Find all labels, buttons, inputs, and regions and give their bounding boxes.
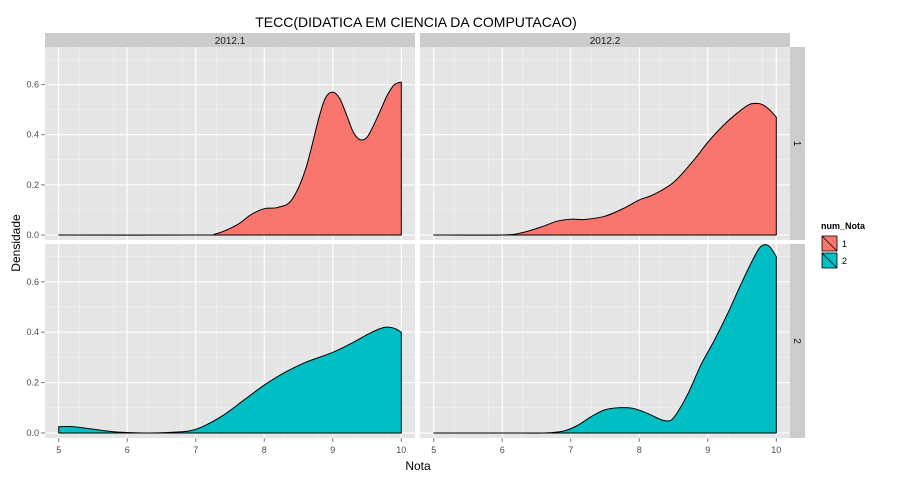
x-axis-title: Nota (405, 459, 431, 473)
legend: num_Nota 1 2 (820, 221, 866, 270)
x-tick-label: 8 (262, 445, 267, 455)
y-tick-label: 0.0 (26, 428, 39, 438)
y-tick-label: 0.2 (26, 180, 39, 190)
strip-label: 2 (791, 338, 802, 344)
density-area-2012.1-1 (58, 81, 402, 236)
y-tick-label: 0.4 (26, 327, 39, 337)
x-axis: 5 6 7 8 9 10 5 6 7 8 9 10 (56, 438, 781, 455)
x-tick-label: 6 (125, 445, 130, 455)
y-tick-label: 0.0 (26, 230, 39, 240)
strip-background (790, 47, 805, 240)
strip-row: 2 (790, 244, 805, 438)
strip-background (790, 244, 805, 438)
x-tick-label: 9 (705, 445, 710, 455)
y-axis: 0.0 0.2 0.4 0.6 0.0 0.2 0.4 0.6 (26, 80, 45, 438)
density-area-2012.2-2 (433, 244, 777, 434)
strip-row: 1 (790, 47, 805, 240)
y-tick-label: 0.2 (26, 378, 39, 388)
strip-label: 2012.1 (215, 36, 246, 47)
strip-column: 2012.1 (45, 33, 415, 47)
x-tick-label: 7 (193, 445, 198, 455)
x-tick-label: 5 (56, 445, 61, 455)
legend-key-slash (821, 235, 838, 252)
legend-entry: 1 (820, 234, 847, 253)
y-tick-label: 0.4 (26, 130, 39, 140)
density-area-2012.1-2 (58, 326, 402, 434)
facet-panels (44, 47, 790, 438)
y-axis-title: Densidade (9, 214, 23, 272)
legend-key-slash (821, 252, 838, 269)
strip-background (45, 33, 415, 47)
x-tick-label: 8 (637, 445, 642, 455)
legend-title: num_Nota (821, 221, 866, 231)
legend-label: 1 (842, 239, 847, 249)
facet-strips: 2012.1 2012.2 1 2 (45, 33, 805, 438)
density-area-2012.2-1 (433, 102, 777, 236)
x-tick-label: 6 (500, 445, 505, 455)
x-tick-label: 5 (431, 445, 436, 455)
y-tick-label: 0.6 (26, 277, 39, 287)
x-tick-label: 10 (396, 445, 406, 455)
chart-title: TECC(DIDATICA EM CIENCIA DA COMPUTACAO) (255, 14, 577, 30)
x-tick-label: 7 (568, 445, 573, 455)
strip-column: 2012.2 (420, 33, 790, 47)
strip-label: 2012.2 (590, 36, 621, 47)
x-tick-label: 10 (771, 445, 781, 455)
legend-entry: 2 (820, 251, 847, 270)
legend-label: 2 (842, 256, 847, 266)
strip-background (420, 33, 790, 47)
y-tick-label: 0.6 (26, 80, 39, 90)
x-tick-label: 9 (330, 445, 335, 455)
strip-label: 1 (791, 141, 802, 147)
